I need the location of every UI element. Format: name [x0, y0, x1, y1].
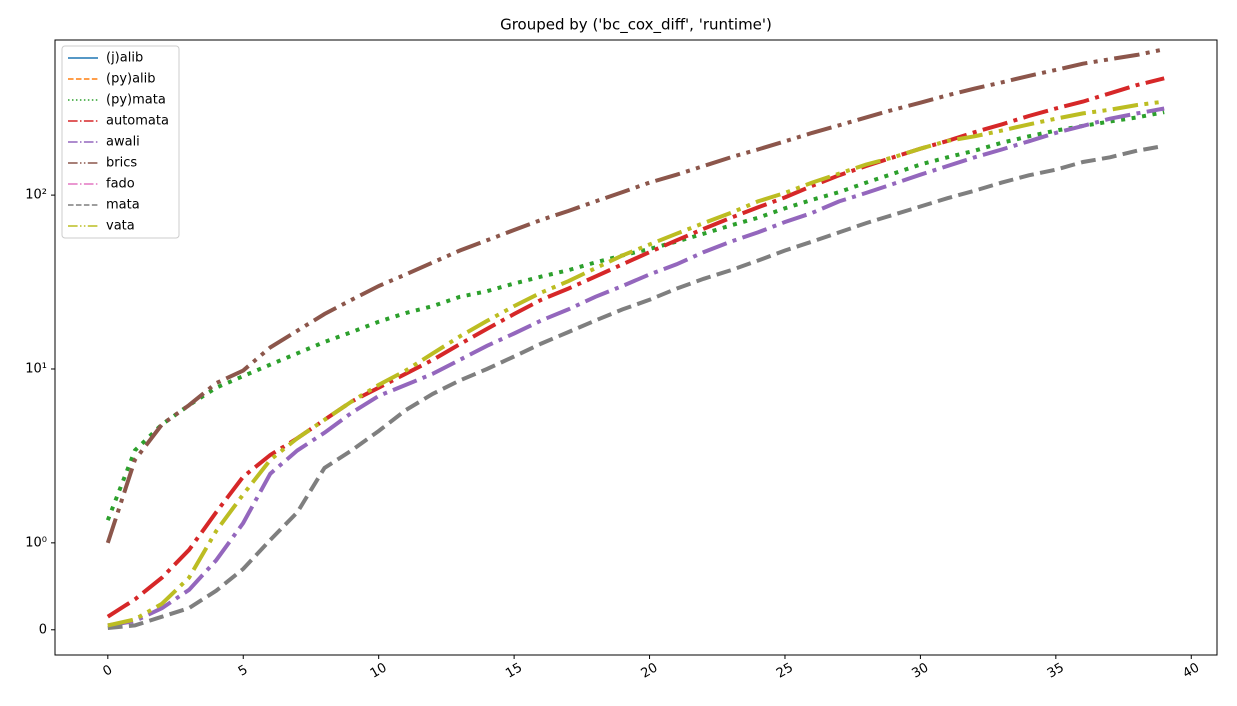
- legend-label: (j)alib: [106, 51, 143, 66]
- legend-label: fado: [106, 177, 135, 192]
- x-tick-label: 15: [503, 660, 525, 681]
- legend-label: vata: [106, 219, 135, 234]
- legend-label: (py)mata: [106, 93, 166, 108]
- legend-label: brics: [106, 156, 137, 171]
- y-tick-label: 0: [39, 622, 47, 637]
- legend-box: [61, 45, 180, 239]
- x-tick-label: 10: [368, 660, 390, 681]
- legend-label: (py)alib: [106, 72, 156, 87]
- y-tick-label: 10²: [25, 188, 47, 203]
- plot-frame: [54, 39, 1218, 656]
- series-line: [105, 47, 1165, 544]
- series-line: [107, 106, 1165, 628]
- x-tick-label: 20: [639, 660, 661, 681]
- x-tick-label: 5: [236, 662, 251, 679]
- x-tick-label: 0: [100, 662, 115, 679]
- x-tick-label: 25: [774, 660, 796, 681]
- chart-title: Grouped by ('bc_cox_diff', 'runtime'): [500, 16, 772, 35]
- legend-label: awali: [106, 135, 140, 150]
- series-line: [105, 110, 1165, 521]
- x-tick-label: 35: [1045, 660, 1067, 681]
- series-line: [107, 143, 1165, 630]
- x-tick-label: 40: [1180, 660, 1202, 681]
- series-line: [106, 76, 1165, 619]
- legend-label: mata: [106, 198, 140, 213]
- series-line: [107, 99, 1165, 628]
- y-tick-label: 10⁰: [25, 535, 47, 550]
- legend-label: automata: [106, 114, 169, 129]
- x-tick-label: 30: [909, 660, 931, 681]
- y-tick-label: 10¹: [25, 361, 47, 376]
